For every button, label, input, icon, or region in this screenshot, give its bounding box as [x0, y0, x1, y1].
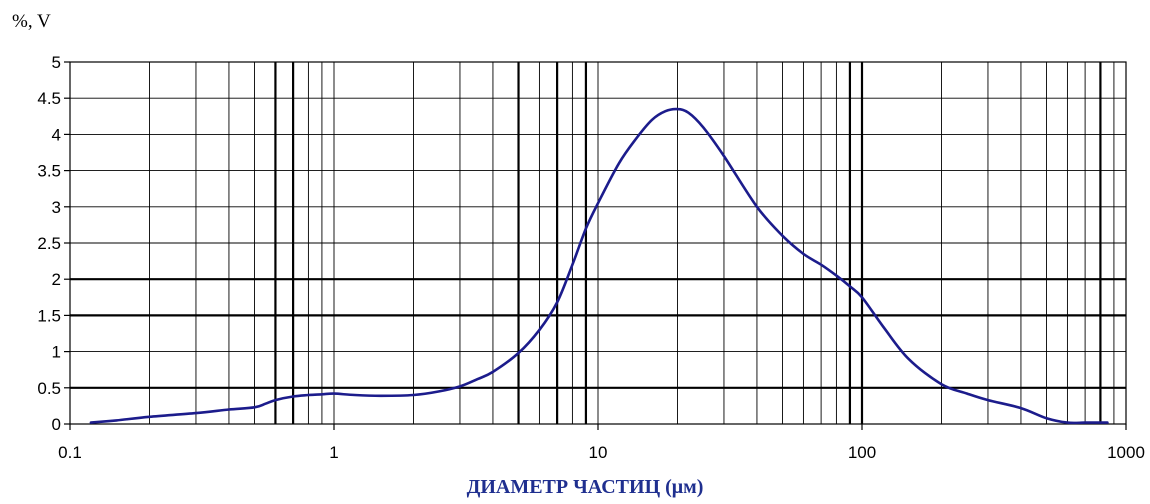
x-tick-labels: 0.1 1 10 100 1000 [58, 424, 1145, 462]
y-tick-label: 1.5 [37, 306, 61, 325]
y-tick-labels: 0 0.5 1 1.5 2 2.5 3 3.5 4 4.5 5 [37, 53, 70, 434]
grid [70, 62, 1126, 424]
x-tick-label: 1000 [1107, 443, 1145, 462]
y-unit-label: %, V [12, 11, 51, 32]
series-line [89, 107, 1109, 425]
x-tick-label: 10 [589, 443, 608, 462]
x-axis-title: ДИАМЕТР ЧАСТИЦ (μм) [467, 476, 704, 498]
y-tick-label: 2.5 [37, 234, 61, 253]
y-tick-label: 1 [52, 343, 61, 362]
x-tick-label: 100 [848, 443, 876, 462]
y-tick-label: 3 [52, 198, 61, 217]
x-tick-label: 1 [329, 443, 338, 462]
y-tick-label: 2 [52, 270, 61, 289]
y-tick-label: 0.5 [37, 379, 61, 398]
y-tick-label: 0 [52, 415, 61, 434]
series-curve-group [89, 107, 1109, 425]
y-tick-label: 4.5 [37, 89, 61, 108]
y-tick-label: 4 [52, 125, 61, 144]
x-tick-label: 0.1 [58, 443, 82, 462]
y-tick-label: 3.5 [37, 162, 61, 181]
y-tick-label: 5 [52, 53, 61, 72]
